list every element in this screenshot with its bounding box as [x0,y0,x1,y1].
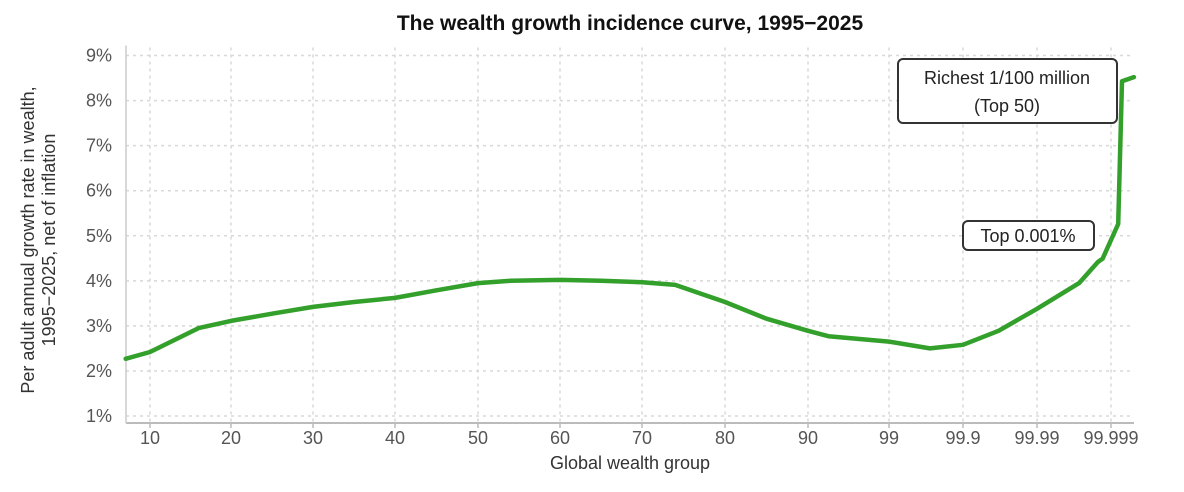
annotation-richest: Richest 1/100 million (Top 50) [897,58,1118,124]
y-tick-label: 3% [86,316,112,336]
grid [126,47,1134,423]
y-axis-label-line-1: Per adult annual growth rate in wealth, [18,86,38,393]
y-tick-label: 9% [86,46,112,66]
x-tick-label: 60 [550,428,570,448]
x-axis-label: Global wealth group [550,453,710,473]
x-tick-label: 99.99 [1014,428,1059,448]
y-tick-label: 2% [86,361,112,381]
y-tick-label: 1% [86,406,112,426]
x-tick-labels: 10 20 30 40 50 60 70 80 90 99 99.9 99.99 99.999 [140,423,1139,448]
annotation-text: (Top 50) [974,96,1040,116]
x-tick-label: 40 [385,428,405,448]
y-tick-label: 7% [86,136,112,156]
y-tick-label: 5% [86,226,112,246]
x-tick-label: 50 [468,428,488,448]
y-axis-label-line-2: 1995−2025, net of inflation [39,134,59,347]
annotation-text: Richest 1/100 million [924,68,1090,88]
x-tick-label: 20 [221,428,241,448]
annotation-box [962,220,1095,251]
y-tick-label: 6% [86,181,112,201]
y-tick-labels: 1% 2% 3% 4% 5% 6% 7% 8% 9% [86,46,112,427]
growth-curve-line [123,74,1137,362]
annotation-text: Top 0.001% [980,226,1075,246]
y-axis-label: Per adult annual growth rate in wealth, … [18,86,59,393]
x-tick-label: 10 [140,428,160,448]
annotation-box [897,58,1118,124]
x-tick-label: 70 [632,428,652,448]
y-tick-label: 8% [86,91,112,111]
x-tick-label: 90 [798,428,818,448]
x-tick-label: 99.999 [1083,428,1138,448]
x-tick-label: 99 [879,428,899,448]
annotation-top-0001: Top 0.001% [962,220,1095,251]
x-tick-label: 80 [715,428,735,448]
x-tick-label: 30 [303,428,323,448]
x-tick-label: 99.9 [945,428,980,448]
chart-title: The wealth growth incidence curve, 1995−… [397,12,864,35]
y-tick-label: 4% [86,271,112,291]
